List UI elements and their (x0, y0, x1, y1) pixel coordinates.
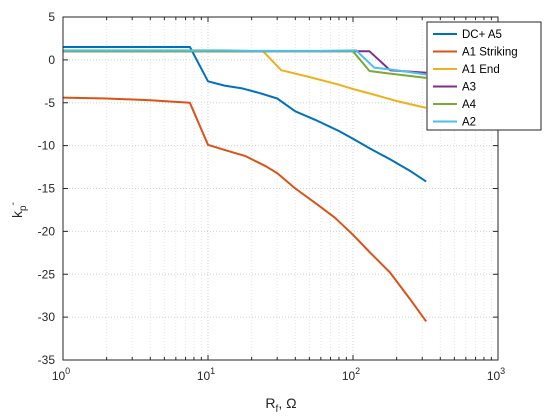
series-line-a1-striking (62, 96, 428, 322)
y-tick-label: -35 (38, 353, 56, 367)
series-lines (62, 46, 428, 322)
y-tick-label: -15 (38, 182, 56, 196)
x-tick-labels: 100 101 102 103 (52, 366, 505, 383)
y-axis-label: kp- (8, 202, 29, 218)
legend-label: A2 (462, 117, 476, 129)
y-axis-label-main: k (9, 210, 25, 218)
legend-label: DC+ A5 (462, 29, 502, 41)
series-line-a2 (63, 49, 427, 76)
y-tick-label: 5 (48, 10, 55, 24)
y-tick-label: -10 (38, 139, 56, 153)
y-tick-label: -30 (38, 310, 56, 324)
y-axis-label-sup: - (8, 202, 19, 205)
y-tick-label: -5 (44, 96, 55, 110)
y-tick-label: 0 (48, 53, 55, 67)
y-tick-labels: 5 0 -5 -10 -15 -20 -25 -30 -35 (38, 10, 56, 367)
legend-label: A3 (462, 82, 476, 94)
y-axis-label-sub: p (18, 205, 29, 211)
x-tick-label: 103 (487, 366, 505, 383)
legend-label: A1 End (462, 64, 500, 76)
x-axis-label-sub: f (276, 404, 279, 415)
x-tick-label: 101 (197, 366, 215, 383)
x-axis-label-unit: , Ω (278, 395, 296, 411)
legend-box (426, 21, 542, 131)
y-tick-label: -20 (38, 224, 56, 238)
series-line-a3 (63, 50, 427, 74)
x-tick-label: 100 (52, 366, 70, 383)
x-axis-label: Rf, Ω (265, 395, 296, 415)
series-line-dc-a5 (63, 46, 427, 183)
x-axis-label-main: R (265, 395, 275, 411)
legend: DC+ A5 A1 Striking A1 End A3 A4 A2 (426, 21, 542, 131)
legend-label: A4 (462, 99, 477, 111)
y-tick-label: -25 (38, 267, 56, 281)
x-tick-label: 102 (342, 366, 360, 383)
legend-label: A1 Striking (462, 47, 518, 59)
